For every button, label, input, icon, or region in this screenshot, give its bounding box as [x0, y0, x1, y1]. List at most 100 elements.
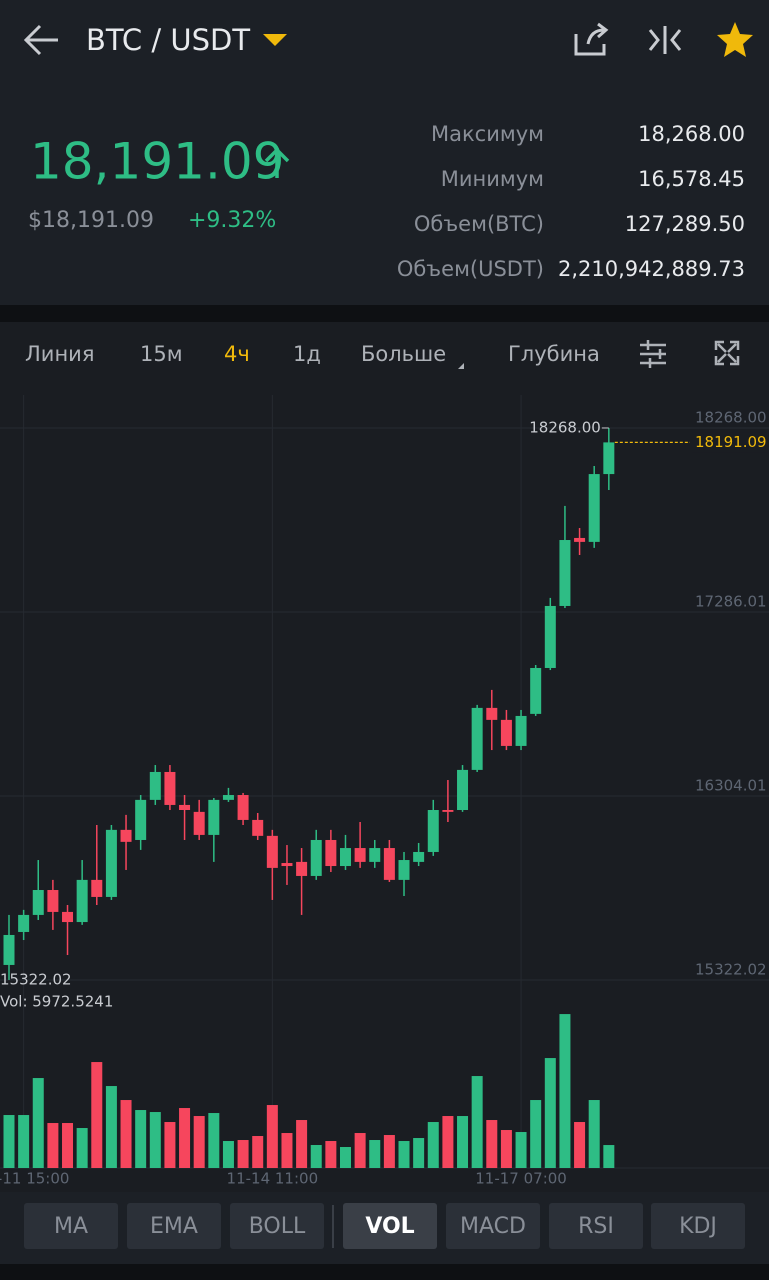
timeframe-tab[interactable]: Больше [361, 342, 446, 366]
price-change: +9.32% [188, 208, 276, 233]
indicator-label[interactable]: BOLL [249, 1214, 306, 1239]
candle-body [193, 811, 205, 835]
candle-body [222, 795, 234, 800]
candle-body [603, 442, 615, 475]
stat-label: Минимум [441, 167, 544, 191]
candle-body [135, 799, 147, 840]
indicator-label[interactable]: MA [54, 1214, 88, 1239]
volume-bar [383, 1135, 395, 1168]
indicator-button[interactable] [446, 1203, 540, 1249]
dropdown-corner [458, 363, 464, 369]
timeframe-tab[interactable]: Глубина [508, 342, 600, 366]
last-price-bg [692, 432, 769, 453]
candle-body [486, 707, 498, 720]
indicator-button[interactable] [549, 1203, 643, 1249]
candle-body [76, 879, 88, 923]
indicator-label[interactable]: EMA [150, 1214, 198, 1239]
y-tick-label: 17286.01 [695, 592, 767, 610]
stat-value: 2,210,942,889.73 [558, 257, 745, 281]
volume-bar [208, 1113, 220, 1168]
candle-body [18, 914, 30, 932]
candle-body [427, 810, 439, 852]
volume-bar [310, 1145, 322, 1168]
stat-value: 127,289.50 [625, 212, 745, 236]
timeframe-tab[interactable]: 15м [140, 342, 183, 366]
candle-body [120, 829, 132, 842]
candle-body [398, 860, 410, 880]
low-label: 15322.02 [0, 971, 72, 989]
candle-body [62, 911, 74, 923]
high-label: 18268.00 [529, 418, 601, 436]
indicator-label[interactable]: RSI [578, 1214, 614, 1239]
indicator-button[interactable] [651, 1203, 745, 1249]
indicator-label[interactable]: KDJ [679, 1214, 717, 1239]
indicator-button[interactable] [343, 1203, 437, 1249]
timeframe-tab[interactable]: Линия [25, 342, 94, 366]
volume-bar [3, 1115, 15, 1168]
volume-bar [76, 1128, 88, 1168]
timeframe-tab[interactable]: 4ч [224, 342, 250, 366]
volume-bar [398, 1141, 410, 1168]
stat-value: 18,268.00 [638, 122, 745, 146]
last-price-label: 18191.09 [695, 433, 767, 451]
candle-body [442, 810, 454, 812]
timeframe-tab[interactable]: 1д [293, 342, 321, 366]
volume-bar [222, 1141, 234, 1168]
volume-bar [339, 1147, 351, 1168]
favorite-star[interactable] [717, 22, 753, 57]
volume-bar [500, 1130, 512, 1168]
indicator-label[interactable]: MACD [460, 1214, 526, 1239]
volume-bar [47, 1123, 59, 1168]
candle-body [559, 540, 571, 606]
indicator-button[interactable] [24, 1203, 118, 1249]
volume-bar [325, 1141, 337, 1168]
volume-bar [149, 1112, 161, 1168]
candle-body [149, 771, 161, 800]
volume-bar [120, 1100, 132, 1168]
candle-body [500, 719, 512, 746]
price-usd: $18,191.09 [28, 208, 154, 233]
volume-bar [179, 1108, 191, 1168]
fullscreen-icon[interactable] [714, 340, 740, 366]
volume-bar [559, 1014, 571, 1168]
candle-body [179, 804, 191, 811]
volume-bar [266, 1105, 278, 1168]
candle-body [252, 819, 264, 836]
candle-body [413, 851, 425, 862]
indicator-button[interactable] [127, 1203, 221, 1249]
y-tick-label: 15322.02 [695, 960, 767, 978]
up-arrow [264, 147, 290, 178]
candle-body [164, 771, 176, 805]
x-tick-label: 11-11 15:00 [0, 1170, 69, 1188]
volume-bar [413, 1138, 425, 1168]
volume-bar [530, 1100, 542, 1168]
back-button[interactable] [23, 24, 58, 56]
candle-body [296, 861, 308, 876]
settings-icon[interactable] [640, 340, 666, 368]
volume-bar [252, 1136, 264, 1168]
candle-body [369, 848, 381, 862]
candle-body [208, 799, 220, 835]
volume-bar [91, 1062, 103, 1168]
candle-body [310, 839, 322, 876]
indicator-button[interactable] [230, 1203, 324, 1249]
share-icon[interactable] [574, 22, 609, 56]
volume-bar [62, 1123, 74, 1168]
candle-body [471, 707, 483, 770]
candle-body [530, 667, 542, 714]
compare-icon[interactable] [648, 26, 682, 54]
pair[interactable]: BTC / USDT [86, 23, 250, 57]
stat-label: Объем(BTC) [414, 212, 544, 236]
volume-bar [135, 1110, 147, 1168]
candle-body [457, 769, 469, 811]
volume-bar [164, 1122, 176, 1168]
pair-dropdown[interactable] [263, 34, 287, 46]
indicator-label[interactable]: VOL [365, 1214, 414, 1239]
candle-body [588, 474, 600, 542]
volume-bar [574, 1122, 586, 1168]
candle-body [47, 890, 59, 912]
separator [0, 305, 769, 322]
volume-label: Vol: 5972.5241 [0, 993, 113, 1011]
